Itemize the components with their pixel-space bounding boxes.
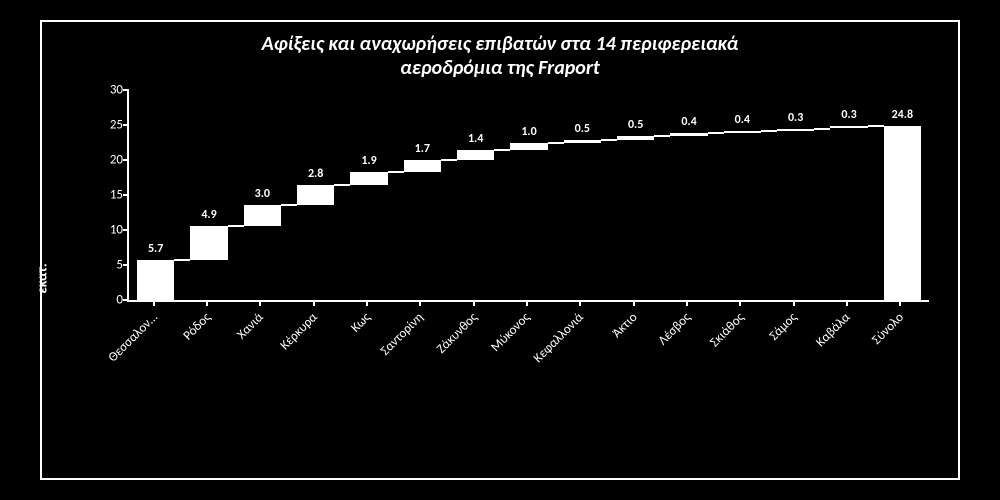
bar-value-label: 0.3 — [788, 111, 803, 125]
category-label: Λέσβος — [655, 310, 693, 348]
bar — [617, 136, 654, 140]
y-tick-label: 25 — [97, 118, 123, 133]
y-tick-label: 0 — [97, 293, 123, 308]
y-tick — [123, 299, 129, 301]
total-bar — [884, 126, 921, 300]
y-tick — [123, 194, 129, 196]
y-tick-label: 15 — [97, 188, 123, 203]
x-tick — [366, 300, 368, 306]
connector — [601, 139, 617, 141]
connector — [281, 204, 297, 206]
bar-value-label: 2.8 — [308, 167, 323, 181]
category-label: Ρόδος — [180, 310, 213, 343]
bar — [244, 205, 281, 226]
bar — [670, 133, 707, 136]
bar-value-label: 0.5 — [575, 122, 590, 136]
category-label: Σύνολο — [869, 310, 907, 348]
y-tick-label: 10 — [97, 223, 123, 238]
bar — [457, 150, 494, 160]
bar — [297, 185, 334, 205]
y-tick-label: 20 — [97, 153, 123, 168]
category-label: Μύκονος — [489, 310, 534, 355]
bar — [830, 126, 867, 128]
plot-region: εκατ. 0510152025305.74.93.02.81.91.71.41… — [52, 90, 948, 450]
x-tick — [313, 300, 315, 306]
bar-value-label: 4.9 — [201, 208, 216, 222]
connector — [548, 142, 564, 144]
category-label: Καβάλα — [814, 310, 854, 350]
chart-title: Αφίξεις και αναχωρήσεις επιβατών στα 14 … — [52, 32, 948, 80]
y-axis-label: εκατ. — [34, 263, 51, 293]
x-tick — [206, 300, 208, 306]
category-label: Κως — [348, 310, 374, 336]
x-tick — [899, 300, 901, 306]
chart-frame: Αφίξεις και αναχωρήσεις επιβατών στα 14 … — [40, 20, 960, 480]
bar-value-label: 5.7 — [148, 242, 163, 256]
bar — [510, 143, 547, 150]
y-tick-label: 30 — [97, 83, 123, 98]
x-tick — [686, 300, 688, 306]
category-label: Σάμος — [767, 310, 801, 344]
bar — [404, 160, 441, 172]
bar-value-label: 1.0 — [521, 125, 536, 139]
bar-value-label: 1.4 — [468, 132, 483, 146]
bar — [190, 226, 227, 260]
bar-value-label: 0.5 — [628, 118, 643, 132]
bar-value-label: 1.7 — [415, 142, 430, 156]
category-label: Σαντορίνη — [378, 310, 427, 359]
bar-value-label: 1.9 — [361, 154, 376, 168]
category-label: Κέρκυρα — [277, 310, 320, 353]
category-label: Κεφαλλονιά — [531, 310, 587, 366]
connector — [814, 128, 830, 130]
bar — [564, 140, 601, 144]
x-tick — [473, 300, 475, 306]
bar-value-label: 3.0 — [255, 187, 270, 201]
bar — [724, 131, 761, 134]
connector — [388, 171, 404, 173]
bar-value-label: 0.3 — [841, 108, 856, 122]
bar — [777, 129, 814, 131]
connector — [868, 125, 884, 127]
y-tick — [123, 124, 129, 126]
y-tick — [123, 89, 129, 91]
connector — [761, 130, 777, 132]
category-label: Ζάκυνθος — [434, 310, 481, 357]
y-tick — [123, 159, 129, 161]
connector — [441, 159, 457, 161]
category-label: Σκιάθος — [707, 310, 747, 350]
y-tick — [123, 229, 129, 231]
category-label: Άκτιο — [609, 310, 640, 341]
connector — [334, 184, 350, 186]
x-tick — [633, 300, 635, 306]
bar-value-label: 0.4 — [735, 113, 750, 127]
x-tick — [526, 300, 528, 306]
connector — [494, 149, 510, 151]
y-tick-label: 5 — [97, 258, 123, 273]
x-tick — [739, 300, 741, 306]
x-tick — [153, 300, 155, 306]
connector — [228, 225, 244, 227]
x-tick — [846, 300, 848, 306]
plot-area: 0510152025305.74.93.02.81.91.71.41.00.50… — [127, 90, 929, 302]
x-tick — [579, 300, 581, 306]
y-tick — [123, 264, 129, 266]
x-tick — [259, 300, 261, 306]
bar — [137, 260, 174, 300]
bar — [350, 172, 387, 185]
connector — [174, 259, 190, 261]
bar-value-label: 0.4 — [681, 115, 696, 129]
x-tick — [419, 300, 421, 306]
title-line-2: αεροδρόμια της Fraport — [400, 56, 600, 80]
connector — [654, 135, 670, 137]
bar-value-label: 24.8 — [892, 108, 913, 122]
connector — [708, 132, 724, 134]
category-label: Χανιά — [234, 310, 266, 342]
x-tick — [793, 300, 795, 306]
category-label: Θεσσαλον… — [105, 310, 160, 365]
title-line-1: Αφίξεις και αναχωρήσεις επιβατών στα 14 … — [262, 32, 739, 56]
